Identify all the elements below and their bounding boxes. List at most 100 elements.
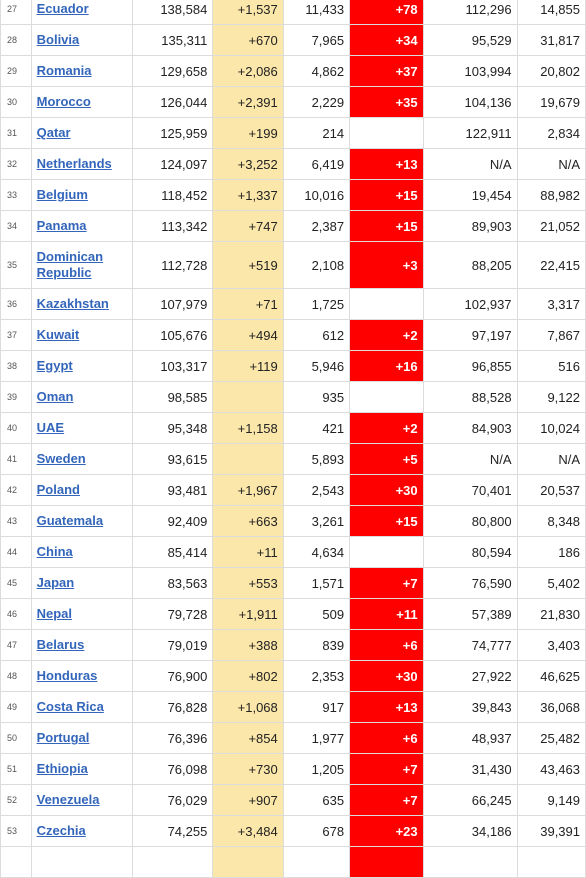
country-link[interactable]: Sweden — [36, 451, 86, 466]
country-link[interactable]: Egypt — [36, 358, 73, 373]
active-cases-cell: 46,625 — [516, 660, 586, 692]
total-recovered-cell: 96,855 — [422, 350, 518, 382]
total-cases-cell: 76,828 — [131, 691, 214, 723]
total-deaths-cell: 935 — [282, 381, 351, 413]
country-cell: Czechia — [30, 815, 133, 847]
country-link[interactable]: Kazakhstan — [36, 296, 109, 311]
rank-cell: 35 — [0, 241, 32, 289]
rank-cell: 27 — [0, 0, 32, 25]
active-cases-cell: 22,415 — [516, 241, 586, 289]
new-cases-cell: +747 — [212, 210, 284, 242]
total-cases-cell: 79,019 — [131, 629, 214, 661]
country-link[interactable]: Guatemala — [36, 513, 104, 528]
total-recovered-cell: 57,389 — [422, 598, 518, 630]
total-recovered-cell: 95,529 — [422, 24, 518, 56]
country-link[interactable]: Oman — [36, 389, 74, 404]
country-link[interactable]: Bolivia — [36, 32, 80, 47]
country-link[interactable]: Honduras — [36, 668, 98, 683]
rank-cell: 31 — [0, 117, 32, 149]
new-deaths-cell: +15 — [349, 179, 424, 211]
total-deaths-cell: 2,229 — [282, 86, 351, 118]
table-row: 34 Panama 113,342 +747 2,387 +15 89,903 21,052 — [0, 210, 586, 242]
country-cell: Egypt — [30, 350, 133, 382]
total-deaths-cell — [282, 846, 351, 878]
country-link[interactable]: Belgium — [36, 187, 88, 202]
rank-cell: 44 — [0, 536, 32, 568]
country-link[interactable]: Belarus — [36, 637, 85, 652]
new-deaths-cell — [349, 288, 424, 320]
country-link[interactable]: Japan — [36, 575, 75, 590]
new-cases-cell: +119 — [212, 350, 284, 382]
total-recovered-cell: 112,296 — [422, 0, 518, 25]
country-link[interactable]: Nepal — [36, 606, 73, 621]
total-recovered-cell: 70,401 — [422, 474, 518, 506]
total-cases-cell: 93,481 — [131, 474, 214, 506]
new-deaths-cell: +16 — [349, 350, 424, 382]
table-row: 41 Sweden 93,615 5,893 +5 N/A N/A — [0, 443, 586, 475]
new-deaths-cell: +13 — [349, 148, 424, 180]
rank-cell: 28 — [0, 24, 32, 56]
country-link[interactable]: Czechia — [36, 823, 86, 838]
total-cases-cell: 79,728 — [131, 598, 214, 630]
country-link[interactable]: Panama — [36, 218, 87, 233]
total-cases-cell: 113,342 — [131, 210, 214, 242]
country-link[interactable]: Portugal — [36, 730, 90, 745]
total-recovered-cell: 80,800 — [422, 505, 518, 537]
country-link[interactable]: UAE — [36, 420, 65, 435]
total-deaths-cell: 4,634 — [282, 536, 351, 568]
total-deaths-cell: 1,571 — [282, 567, 351, 599]
new-deaths-cell: +37 — [349, 55, 424, 87]
new-cases-cell: +553 — [212, 567, 284, 599]
country-link[interactable]: Costa Rica — [36, 699, 104, 714]
active-cases-cell: 20,802 — [516, 55, 586, 87]
total-deaths-cell: 10,016 — [282, 179, 351, 211]
country-link[interactable]: Morocco — [36, 94, 91, 109]
rank-cell: 43 — [0, 505, 32, 537]
new-deaths-cell: +15 — [349, 505, 424, 537]
new-cases-cell: +802 — [212, 660, 284, 692]
new-cases-cell: +854 — [212, 722, 284, 754]
country-cell: Belarus — [30, 629, 133, 661]
table-row: 51 Ethiopia 76,098 +730 1,205 +7 31,430 43,463 — [0, 753, 586, 785]
total-recovered-cell: 19,454 — [422, 179, 518, 211]
total-deaths-cell: 917 — [282, 691, 351, 723]
new-deaths-cell: +15 — [349, 210, 424, 242]
country-link[interactable]: Romania — [36, 63, 92, 78]
rank-cell: 42 — [0, 474, 32, 506]
table-row: 38 Egypt 103,317 +119 5,946 +16 96,855 516 — [0, 350, 586, 382]
country-link[interactable]: Ethiopia — [36, 761, 88, 776]
new-deaths-cell: +13 — [349, 691, 424, 723]
active-cases-cell: 88,982 — [516, 179, 586, 211]
new-deaths-cell — [349, 117, 424, 149]
total-cases-cell: 98,585 — [131, 381, 214, 413]
rank-cell: 32 — [0, 148, 32, 180]
country-link[interactable]: China — [36, 544, 73, 559]
total-cases-cell: 129,658 — [131, 55, 214, 87]
country-link[interactable]: Netherlands — [36, 156, 112, 171]
country-cell: Kazakhstan — [30, 288, 133, 320]
total-cases-cell: 125,959 — [131, 117, 214, 149]
country-cell — [30, 846, 133, 878]
new-cases-cell: +519 — [212, 241, 284, 289]
country-cell: Honduras — [30, 660, 133, 692]
new-deaths-cell: +35 — [349, 86, 424, 118]
new-deaths-cell: +78 — [349, 0, 424, 25]
rank-cell: 29 — [0, 55, 32, 87]
new-deaths-cell: +11 — [349, 598, 424, 630]
active-cases-cell: 186 — [516, 536, 586, 568]
country-link[interactable]: Dominican Republic — [36, 249, 104, 280]
country-cell: UAE — [30, 412, 133, 444]
country-link[interactable]: Kuwait — [36, 327, 80, 342]
total-cases-cell: 76,029 — [131, 784, 214, 816]
country-link[interactable]: Ecuador — [36, 1, 89, 16]
country-link[interactable]: Qatar — [36, 125, 71, 140]
country-link[interactable]: Poland — [36, 482, 80, 497]
table-row: 36 Kazakhstan 107,979 +71 1,725 102,937 3,317 — [0, 288, 586, 320]
total-recovered-cell: N/A — [422, 148, 518, 180]
country-cell: Nepal — [30, 598, 133, 630]
table-row — [0, 846, 586, 878]
total-deaths-cell: 2,543 — [282, 474, 351, 506]
total-deaths-cell: 612 — [282, 319, 351, 351]
table-row: 39 Oman 98,585 935 88,528 9,122 — [0, 381, 586, 413]
country-link[interactable]: Venezuela — [36, 792, 100, 807]
